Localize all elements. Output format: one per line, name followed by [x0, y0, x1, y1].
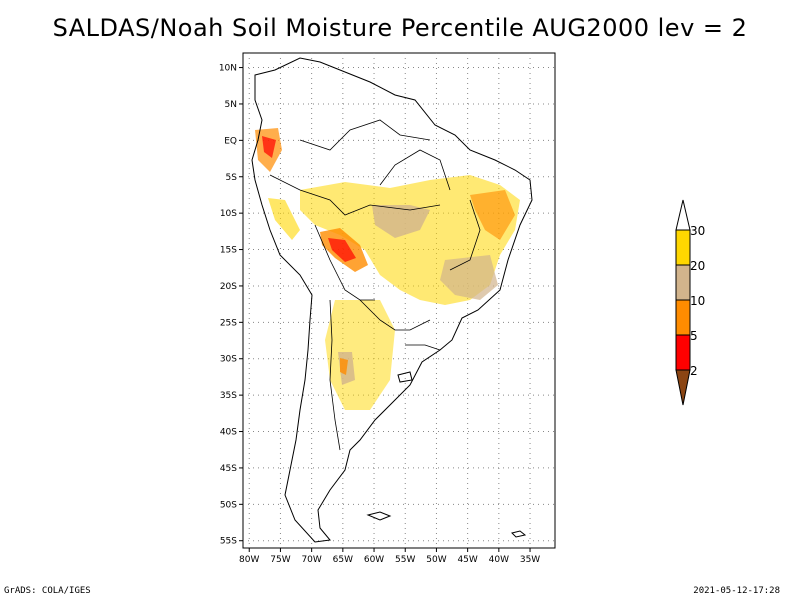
- lat-label: 5N: [225, 100, 237, 110]
- percentile-shading: [255, 128, 520, 410]
- legend-above-30: [675, 199, 691, 231]
- plot-frame: [242, 52, 556, 549]
- longitude-labels: 80W 75W 70W 65W 60W 55W 50W 45W 40W 35W: [239, 555, 540, 565]
- lon-label: 35W: [520, 555, 540, 565]
- lon-label: 65W: [333, 555, 353, 565]
- lon-label: 50W: [426, 555, 446, 565]
- lat-label: 10N: [219, 64, 237, 74]
- lat-label: 25S: [220, 318, 237, 328]
- legend-20-30: [675, 229, 691, 266]
- legend-label-5: 5: [690, 329, 698, 343]
- lon-label: 75W: [270, 555, 290, 565]
- lat-label: EQ: [224, 136, 237, 146]
- lat-label: 35S: [220, 391, 237, 401]
- grid-lines: [239, 53, 555, 552]
- lon-label: 70W: [301, 555, 321, 565]
- country-borders: [269, 119, 481, 451]
- legend-below-2: [675, 369, 691, 406]
- lon-label: 80W: [239, 555, 259, 565]
- footer-timestamp: 2021-05-12-17:28: [693, 586, 780, 596]
- latitude-labels: 10N 5N EQ 5S 10S 15S 20S 25S 30S 35S 40S 45S 50S 55S: [219, 64, 237, 547]
- continent-outline: [251, 57, 533, 543]
- footer-credit: GrADS: COLA/IGES: [4, 586, 91, 596]
- lon-label: 40W: [489, 555, 509, 565]
- lat-label: 20S: [220, 282, 237, 292]
- color-legend: [675, 199, 691, 406]
- lat-label: 30S: [220, 355, 237, 365]
- lat-label: 50S: [220, 500, 237, 510]
- legend-5-10: [675, 299, 691, 336]
- map-title: SALDAS/Noah Soil Moisture Percentile AUG…: [52, 14, 748, 42]
- lat-label: 15S: [220, 246, 237, 256]
- lon-label: 55W: [395, 555, 415, 565]
- legend-label-30: 30: [690, 224, 706, 238]
- legend-2-5: [675, 334, 691, 371]
- lat-label: 45S: [220, 464, 237, 474]
- lat-label: 55S: [220, 537, 237, 547]
- lat-label: 40S: [220, 428, 237, 438]
- legend-label-10: 10: [690, 294, 706, 308]
- lat-label: 5S: [226, 173, 238, 183]
- legend-label-20: 20: [690, 259, 706, 273]
- legend-10-20: [675, 264, 691, 301]
- lon-label: 45W: [457, 555, 477, 565]
- lat-label: 10S: [220, 209, 237, 219]
- legend-label-2: 2: [690, 364, 698, 378]
- lon-label: 60W: [364, 555, 384, 565]
